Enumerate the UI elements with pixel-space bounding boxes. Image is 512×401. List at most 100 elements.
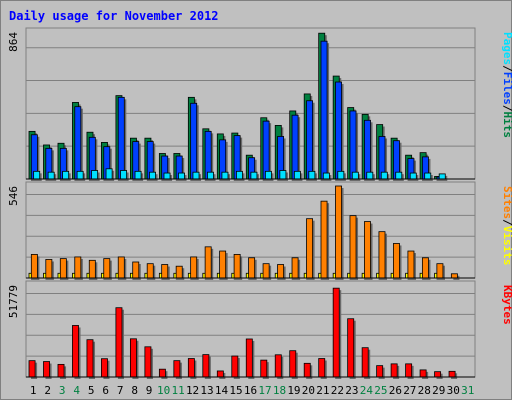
day-label: 23	[345, 384, 358, 397]
visits-sites-bar	[349, 215, 357, 279]
day-label: 17	[258, 384, 271, 397]
hits-pages-bar	[380, 171, 388, 180]
visits-sites-bar	[306, 218, 313, 279]
hits-pages-bar	[250, 171, 258, 180]
hits-files-bar	[349, 110, 357, 180]
legend-pages: Pages	[501, 32, 512, 65]
hits-files-bar	[320, 40, 328, 180]
day-label: 18	[273, 384, 286, 397]
day-label: 12	[186, 384, 199, 397]
kbytes-kbytes-bar	[101, 358, 108, 378]
kbytes-kbytes-bar	[289, 350, 297, 378]
visits-sites-bar	[248, 257, 256, 279]
day-label: 28	[418, 384, 431, 397]
kbytes-kbytes-bar	[448, 370, 456, 378]
day-label: 31	[461, 384, 474, 397]
hits-legend: Pages/Files/Hits	[501, 32, 512, 138]
day-label: 20	[302, 384, 315, 397]
visits-legend: Sites/Visits	[501, 186, 512, 266]
kbytes-kbytes-bar	[187, 358, 195, 378]
kbytes-kbytes-bar	[57, 363, 65, 378]
hits-pages-bar	[91, 170, 99, 180]
legend-files: Files	[501, 72, 512, 105]
hits-pages-bar	[236, 170, 243, 180]
visits-sites-bar	[219, 250, 227, 279]
kbytes-kbytes-bar	[303, 362, 311, 378]
hits-pages-bar	[105, 168, 113, 180]
hits-pages-bar	[409, 172, 417, 180]
hits-pages-bar	[308, 170, 316, 180]
kbytes-legend: KBytes	[501, 285, 512, 325]
kbytes-kbytes-bar	[405, 363, 413, 378]
kbytes-kbytes-bar	[129, 338, 137, 378]
visits-sites-bar	[364, 221, 371, 279]
day-label: 26	[389, 384, 402, 397]
legend-separator: /	[501, 65, 512, 72]
hits-pages-bar	[120, 170, 128, 180]
hits-pages-bar	[424, 172, 432, 180]
hits-files-bar	[117, 96, 125, 180]
hits-pages-bar	[279, 170, 287, 180]
kbytes-kbytes-bar	[332, 287, 340, 378]
day-label: 3	[59, 384, 66, 397]
hits-pages-bar	[76, 170, 84, 180]
hits-files-bar	[291, 114, 299, 180]
hits-pages-bar	[47, 171, 55, 180]
day-label: 4	[73, 384, 80, 397]
visits-sites-bar	[262, 263, 270, 279]
visits-sites-bar	[393, 243, 400, 279]
visits-sites-bar	[335, 185, 342, 279]
kbytes-kbytes-bar	[158, 368, 166, 378]
kbytes-kbytes-bar	[390, 363, 398, 378]
day-label: 15	[229, 384, 242, 397]
kbytes-kbytes-bar	[115, 307, 123, 378]
kbytes-kbytes-bar	[419, 369, 427, 378]
visits-sites-bar	[320, 200, 328, 279]
day-label: 2	[44, 384, 51, 397]
day-label: 1	[30, 384, 37, 397]
day-label: 5	[88, 384, 95, 397]
kbytes-kbytes-bar	[318, 358, 326, 378]
visits-sites-bar	[204, 246, 212, 279]
visits-sites-bar	[436, 263, 444, 279]
kbytes-kbytes-bar	[202, 354, 210, 378]
hits-pages-bar	[351, 171, 359, 180]
visits-max-label: 546	[7, 186, 20, 206]
visits-sites-bar	[450, 273, 458, 279]
hits-pages-bar	[33, 170, 41, 180]
visits-sites-bar	[161, 264, 169, 279]
hits-pages-bar	[322, 172, 330, 180]
hits-files-bar	[364, 119, 371, 180]
kbytes-kbytes-bar	[144, 346, 152, 378]
visits-sites-bar	[378, 231, 386, 279]
hits-pages-bar	[192, 171, 200, 180]
day-label: 19	[287, 384, 300, 397]
hits-files-bar	[74, 106, 82, 180]
kbytes-kbytes-bar	[216, 370, 224, 378]
visits-sites-bar	[291, 257, 299, 279]
hits-pages-bar	[149, 171, 156, 180]
visits-sites-bar	[132, 261, 140, 279]
kbytes-kbytes-bar	[43, 361, 50, 378]
day-label: 10	[157, 384, 170, 397]
day-label: 9	[146, 384, 153, 397]
legend-hits: Hits	[501, 112, 512, 139]
visits-sites-bar	[407, 250, 415, 279]
visits-sites-bar	[190, 256, 198, 279]
hits-pages-bar	[438, 173, 446, 180]
hits-pages-bar	[337, 170, 345, 180]
visits-sites-bar	[233, 254, 241, 279]
kbytes-kbytes-bar	[86, 339, 94, 378]
kbytes-kbytes-bar	[361, 347, 369, 378]
chart-title: Daily usage for November 2012	[9, 9, 219, 23]
visits-sites-bar	[146, 263, 154, 279]
hits-files-bar	[306, 100, 313, 180]
day-label: 16	[244, 384, 257, 397]
visits-sites-bar	[103, 258, 111, 279]
day-label: 25	[374, 384, 387, 397]
visits-sites-bar	[117, 256, 125, 279]
hits-pages-bar	[62, 170, 70, 180]
day-label: 21	[316, 384, 329, 397]
hits-pages-bar	[264, 170, 272, 180]
